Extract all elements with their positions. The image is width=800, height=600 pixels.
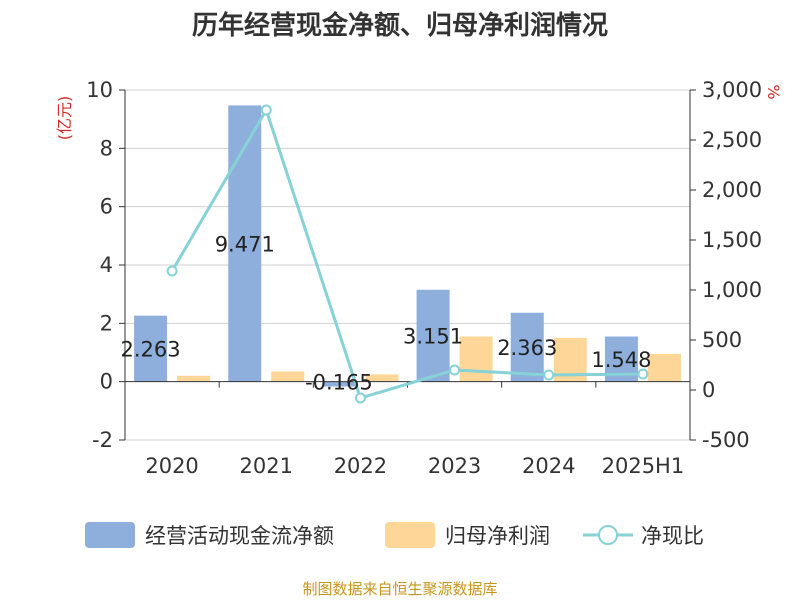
ratio-line-point (543, 369, 555, 381)
chart-title: 历年经营现金净额、归母净利润情况 (192, 10, 608, 41)
data-label-operating-cash-flow: 2.263 (121, 338, 181, 362)
left-axis-tick-label: 0 (100, 370, 113, 394)
left-axis-tick-label: 10 (86, 78, 113, 102)
grid-lines (125, 89, 690, 441)
data-label-operating-cash-flow: 2.363 (497, 336, 557, 360)
bars (134, 105, 681, 387)
x-axis-tick-label: 2021 (240, 454, 293, 478)
data-label-operating-cash-flow: 9.471 (215, 233, 275, 257)
right-axis-tick-label: 1,000 (702, 278, 762, 302)
right-axis-tick-label: 2,500 (702, 128, 762, 152)
right-axis-tick-label: -500 (702, 428, 750, 452)
ratio-line-point (354, 392, 366, 404)
legend-marker (598, 525, 618, 545)
ratio-line-point (260, 104, 272, 116)
bar-operating-cash-flow (322, 381, 356, 387)
legend-label: 经营活动现金流净额 (145, 524, 334, 548)
legend: 经营活动现金流净额 归母净利润 净现比 (85, 522, 704, 548)
x-axis-tick-label: 2023 (428, 454, 481, 478)
bar-operating-cash-flow (134, 315, 168, 382)
right-axis-tick-label: 0 (702, 378, 715, 402)
ratio-line (166, 104, 649, 404)
x-axis-tick-label: 2020 (145, 454, 198, 478)
ratio-line-point (637, 368, 649, 380)
axes: 10 8 6 4 2 0 -2 3,000 2,500 2,000 1,500 1,000 500 0 -5… (86, 78, 762, 478)
bar-operating-cash-flow (416, 289, 450, 382)
legend-item-ratio: 净现比 (583, 524, 704, 548)
right-axis-tick-label: 3,000 (702, 78, 762, 102)
ratio-line-point (166, 265, 178, 277)
left-axis-unit: (亿元) (55, 96, 74, 141)
legend-label: 净现比 (641, 524, 704, 548)
data-label-operating-cash-flow: 1.548 (591, 348, 651, 372)
right-axis-tick-label: 500 (702, 328, 742, 352)
left-axis-tick-label: 4 (100, 253, 113, 277)
right-axis-unit: % (764, 84, 783, 99)
data-source-note: 制图数据来自恒生聚源数据库 (302, 580, 497, 598)
legend-item-operating-cash-flow: 经营活动现金流净额 (85, 522, 334, 548)
data-label-operating-cash-flow: 3.151 (403, 325, 463, 349)
data-labels: 2.263 9.471 -0.165 3.151 2.363 1.548 (121, 233, 652, 395)
x-axis-tick-label: 2024 (522, 454, 575, 478)
right-axis-tick-label: 1,500 (702, 228, 762, 252)
left-axis-tick-label: 8 (100, 136, 113, 160)
legend-label: 归母净利润 (445, 524, 550, 548)
bar-net-profit (459, 336, 493, 382)
legend-item-net-profit: 归母净利润 (385, 522, 550, 548)
bar-net-profit (365, 374, 399, 382)
x-axis-tick-label: 2025H1 (602, 454, 685, 478)
left-axis-tick-label: -2 (92, 428, 113, 452)
data-label-operating-cash-flow: -0.165 (305, 371, 373, 395)
bar-net-profit (177, 375, 211, 382)
legend-swatch (85, 522, 135, 548)
bar-net-profit (647, 353, 681, 382)
x-axis-tick-label: 2022 (334, 454, 387, 478)
bar-operating-cash-flow (510, 312, 544, 382)
bar-operating-cash-flow (228, 105, 262, 382)
ratio-line-path (170, 106, 643, 400)
bar-net-profit (271, 371, 305, 382)
legend-swatch (385, 522, 435, 548)
left-axis-tick-label: 2 (100, 311, 113, 335)
left-axis-tick-label: 6 (100, 195, 113, 219)
right-axis-tick-label: 2,000 (702, 178, 762, 202)
ratio-line-point (449, 364, 461, 376)
